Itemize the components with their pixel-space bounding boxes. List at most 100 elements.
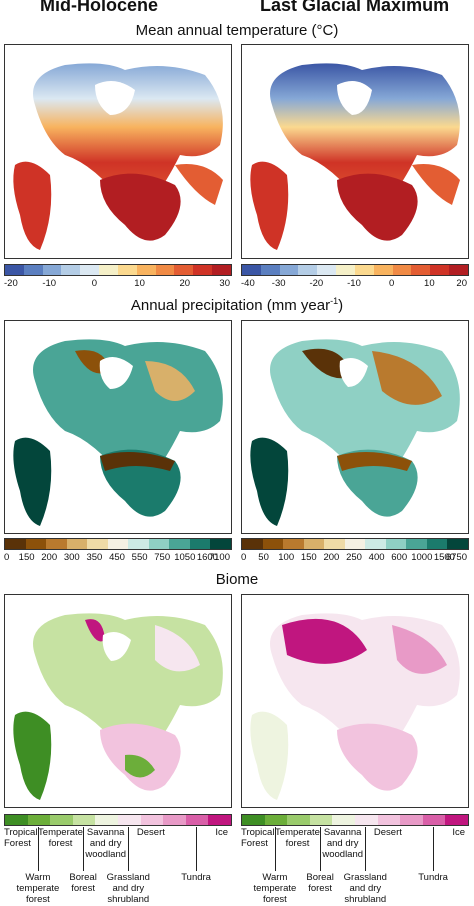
precipitation-tick: 250 [346, 552, 362, 563]
temperature-swatch-8 [392, 265, 412, 275]
precipitation-swatch-5 [344, 539, 366, 549]
biome-label-bottom: Warm temperate forest [253, 872, 297, 905]
precipitation-swatch-3 [66, 539, 88, 549]
precipitation-swatch-1 [25, 539, 47, 549]
biome-label-top: Tropical Forest [241, 827, 275, 849]
precipitation-ticks-lgm: 0 50 100 150 200 250 400 600 1000 1500 6750 [241, 552, 467, 566]
precipitation-tick: 750 [154, 552, 171, 563]
temperature-tick: 10 [134, 278, 145, 289]
biome-swatch-3 [72, 815, 96, 825]
temperature-swatch-11 [212, 265, 231, 275]
temperature-tick: -30 [271, 278, 286, 289]
precipitation-swatch-3 [303, 539, 325, 549]
mid-holocene-header: Mid-Holocene [40, 0, 159, 15]
biome-swatch-2 [287, 815, 310, 825]
temperature-colorbar-mid-holocene [4, 264, 232, 276]
precipitation-swatch-7 [385, 539, 407, 549]
precipitation-tick: 1000 [411, 552, 433, 563]
biome-label-bottom: Warm temperate forest [16, 872, 60, 905]
biome-label-top: Savanna and dry woodland [85, 827, 127, 860]
biome-label-top: Ice [215, 827, 228, 838]
temperature-tick: 30 [219, 278, 230, 289]
biome-label-top: Ice [452, 827, 465, 838]
biome-swatch-4 [332, 815, 355, 825]
biome-label-top: Desert [136, 827, 165, 838]
precipitation-colorbar-mid-holocene [4, 538, 232, 550]
biome-swatch-8 [185, 815, 209, 825]
biome-leader-line [274, 827, 276, 871]
precipitation-swatch-10 [447, 539, 469, 549]
temperature-swatch-0 [242, 265, 261, 275]
biome-swatch-9 [445, 815, 468, 825]
temperature-swatch-6 [117, 265, 137, 275]
biome-swatch-6 [377, 815, 401, 825]
biome-title: Biome [215, 571, 259, 588]
precipitation-tick: 1050 [174, 552, 196, 563]
biome-swatch-8 [422, 815, 446, 825]
precipitation-tick: 1500 [433, 552, 455, 563]
temperature-swatch-9 [174, 265, 194, 275]
biome-swatch-4 [95, 815, 118, 825]
temperature-title: Mean annual temperature (°C) [135, 22, 339, 39]
biome-swatch-7 [163, 815, 186, 825]
precipitation-swatch-7 [148, 539, 170, 549]
biome-colorbar-lgm [241, 814, 469, 826]
lgm-header: Last Glacial Maximum [260, 0, 450, 15]
precipitation-tick: 350 [86, 552, 103, 563]
precipitation-swatch-4 [87, 539, 108, 549]
biome-leader-line [365, 827, 367, 871]
temperature-swatch-8 [155, 265, 175, 275]
biome-leader-line [196, 827, 198, 871]
precipitation-swatch-1 [262, 539, 284, 549]
temperature-swatch-5 [99, 265, 118, 275]
precipitation-tick: 7100 [208, 552, 230, 563]
biome-swatch-5 [117, 815, 141, 825]
precipitation-tick: 200 [323, 552, 340, 563]
biome-map-lgm [241, 594, 469, 808]
biome-label-top: Temperate forest [38, 827, 83, 849]
biome-label-top: Savanna and dry woodland [322, 827, 364, 860]
precipitation-swatch-8 [169, 539, 190, 549]
biome-swatch-2 [50, 815, 73, 825]
biome-swatch-0 [242, 815, 265, 825]
biome-label-bottom: Boreal forest [306, 872, 334, 894]
precipitation-swatch-5 [107, 539, 129, 549]
precipitation-tick: 300 [63, 552, 80, 563]
temperature-tick: 0 [389, 278, 395, 289]
temperature-tick: -20 [309, 278, 324, 289]
precipitation-swatch-9 [189, 539, 211, 549]
biome-leader-line [433, 827, 435, 871]
precipitation-tick: 100 [278, 552, 295, 563]
biome-legend-lgm: Tropical Forest Temperate forest Savanna a… [241, 827, 467, 906]
temperature-tick: 10 [424, 278, 435, 289]
temperature-map-lgm [241, 44, 469, 259]
temperature-tick: -10 [347, 278, 361, 289]
temperature-swatch-6 [354, 265, 374, 275]
temperature-tick: 0 [91, 278, 98, 289]
precipitation-swatch-0 [5, 539, 26, 549]
biome-label-bottom: Boreal forest [69, 872, 97, 894]
temperature-ticks-mid-holocene: -20 -10 0 10 20 30 [4, 278, 230, 292]
temperature-swatch-10 [430, 265, 450, 275]
biome-label-bottom: Tundra [418, 872, 448, 883]
biome-leader-line [320, 827, 322, 871]
precipitation-swatch-6 [365, 539, 386, 549]
precipitation-tick: 50 [258, 552, 269, 563]
temperature-swatch-7 [373, 265, 393, 275]
precipitation-swatch-6 [128, 539, 149, 549]
precipitation-title: Annual precipitation (mm year-1) [130, 296, 344, 314]
biome-swatch-1 [264, 815, 288, 825]
precipitation-map-lgm [241, 320, 469, 534]
biome-label-bottom: Tundra [181, 872, 211, 883]
precipitation-tick: 200 [41, 552, 58, 563]
biome-leader-line [128, 827, 130, 871]
precipitation-swatch-4 [324, 539, 345, 549]
temperature-map-mid-holocene [4, 44, 232, 259]
precipitation-swatch-8 [406, 539, 427, 549]
biome-swatch-3 [309, 815, 333, 825]
biome-swatch-5 [354, 815, 378, 825]
precipitation-tick: 400 [368, 552, 385, 563]
temperature-swatch-0 [5, 265, 24, 275]
precipitation-swatch-9 [426, 539, 448, 549]
temperature-swatch-2 [42, 265, 62, 275]
